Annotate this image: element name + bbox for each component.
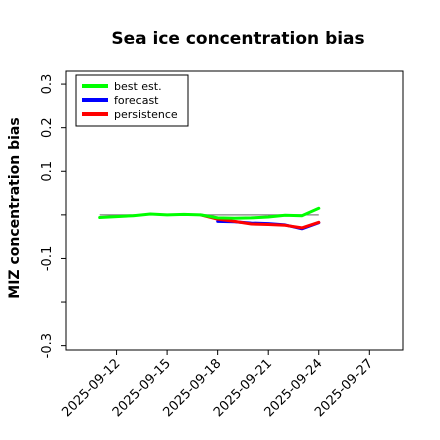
series-lines: [98, 206, 321, 231]
y-tick-label: 0.2: [40, 117, 55, 138]
series-line-best-est: [98, 206, 321, 220]
legend-box: [75, 74, 189, 127]
y-tick-label: 0.3: [40, 74, 55, 95]
legend-label-persistence: persistence: [114, 108, 178, 121]
chart-title: Sea ice concentration bias: [111, 29, 364, 49]
plot-frame: [65, 70, 404, 351]
legend-label-best-est: best est.: [114, 80, 162, 93]
legend-label-forecast: forecast: [114, 94, 159, 107]
y-tick-label: -0.1: [40, 246, 55, 271]
series-line-persistence: [199, 213, 321, 230]
y-axis-ticks: -0.3 -0.1 0.1 0.2 0.3: [40, 74, 66, 358]
y-tick-label: 0.1: [40, 161, 55, 182]
y-axis-label: MIZ concentration bias: [7, 117, 23, 298]
legend: best est. forecast persistence: [75, 74, 189, 127]
y-tick-label: -0.3: [40, 333, 55, 358]
x-axis-ticks: 2025-09-122025-09-152025-09-182025-09-21…: [59, 350, 376, 420]
